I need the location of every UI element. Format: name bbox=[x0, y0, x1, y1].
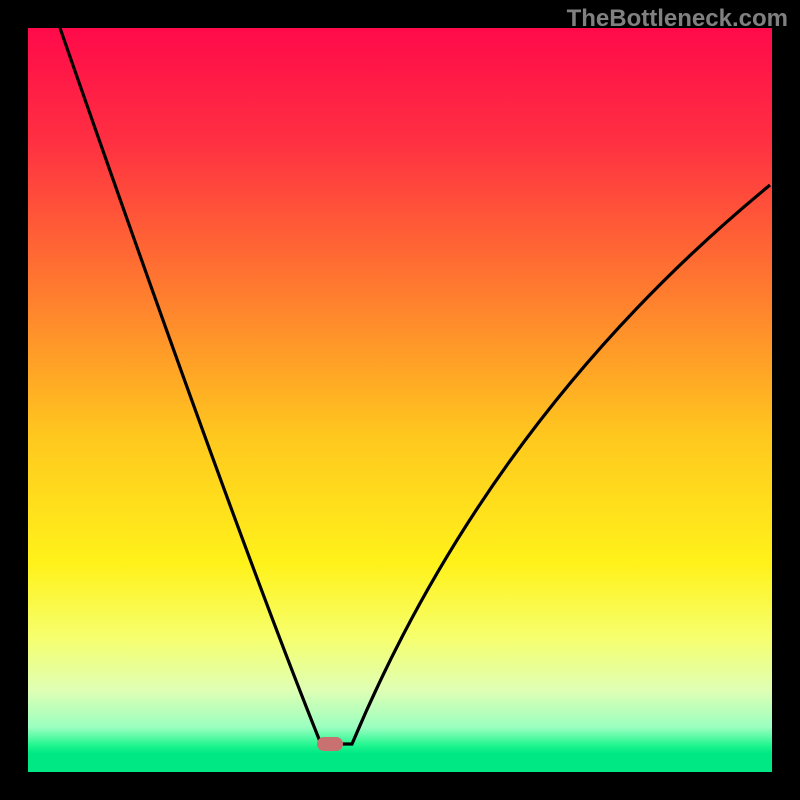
chart-container: TheBottleneck.com bbox=[0, 0, 800, 800]
optimal-marker bbox=[317, 737, 343, 751]
bottleneck-chart-svg: TheBottleneck.com bbox=[0, 0, 800, 800]
watermark-text: TheBottleneck.com bbox=[567, 5, 788, 32]
chart-background-gradient bbox=[28, 28, 772, 772]
